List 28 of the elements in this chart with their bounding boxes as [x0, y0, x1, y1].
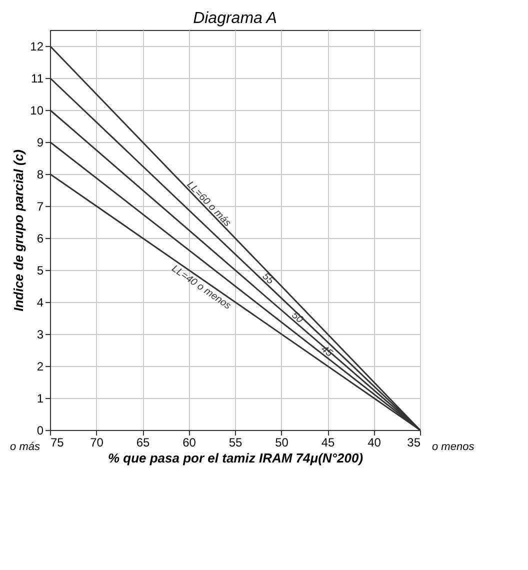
chart-title: Diagrama A — [193, 10, 277, 27]
x-tick-label: 70 — [90, 436, 104, 450]
x-tick-label: 75 — [50, 436, 64, 450]
y-tick-label: 3 — [36, 328, 44, 342]
y-tick-label: 11 — [31, 72, 44, 86]
y-tick-label: 6 — [36, 232, 44, 246]
x-tick-label: 40 — [368, 436, 382, 450]
y-tick-label: 5 — [36, 264, 44, 278]
x-tick-label: 60 — [182, 436, 196, 450]
x-tick-label: 45 — [321, 436, 335, 450]
y-tick-label: 4 — [36, 296, 44, 310]
x-axis-title: % que pasa por el tamiz IRAM 74μ(N°200) — [108, 450, 364, 466]
y-tick-label: 12 — [30, 40, 44, 54]
x-tick-label: 35 — [407, 436, 421, 450]
y-axis-title: Indice de grupo parcial (c) — [11, 150, 26, 312]
x-tick-label: 65 — [136, 436, 150, 450]
x-tick-label: 50 — [275, 436, 289, 450]
x-tick-label: 55 — [228, 436, 242, 450]
y-tick-label: 2 — [36, 360, 44, 374]
text: 55 — [260, 271, 276, 288]
y-tick-label: 10 — [30, 104, 44, 118]
text: o menos — [432, 441, 475, 453]
y-tick-label: 8 — [36, 168, 44, 182]
y-tick-label: 0 — [36, 424, 44, 438]
y-tick-label: 9 — [36, 136, 44, 150]
y-tick-label: 1 — [36, 392, 44, 406]
text: o más — [10, 441, 40, 453]
y-tick-label: 7 — [36, 200, 44, 214]
